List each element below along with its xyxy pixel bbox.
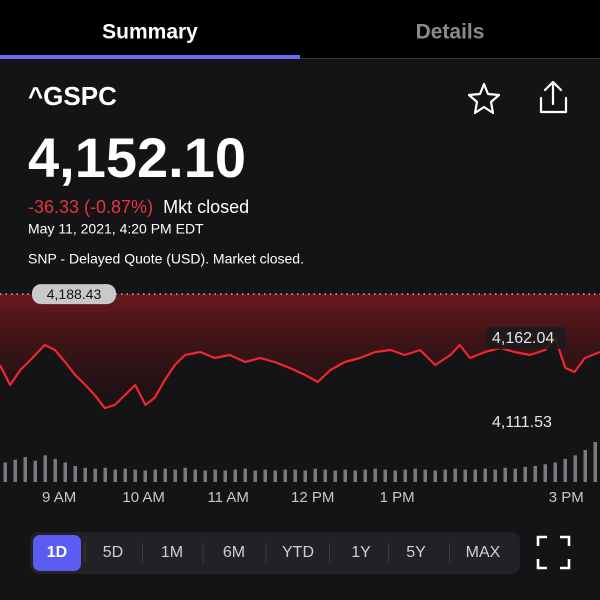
volume-bar xyxy=(93,468,97,482)
volume-bar xyxy=(33,460,37,482)
x-tick-label: 10 AM xyxy=(122,489,165,506)
tab-indicator xyxy=(0,55,300,59)
volume-bar xyxy=(503,467,507,482)
volume-bar xyxy=(133,469,137,482)
volume-bar xyxy=(523,466,527,482)
volume-bar xyxy=(483,468,487,482)
area-fill xyxy=(0,294,600,409)
tab-bar xyxy=(0,0,600,58)
volume-bar xyxy=(223,470,227,482)
volume-bar xyxy=(453,468,457,482)
range-button[interactable]: 6M xyxy=(223,544,245,561)
volume-bar xyxy=(63,462,67,482)
x-tick-label: 12 PM xyxy=(291,489,334,506)
volume-bar xyxy=(73,466,77,482)
price: 4,152.10 xyxy=(28,126,246,189)
tab-label[interactable]: Details xyxy=(416,21,485,44)
volume-bar xyxy=(153,469,157,482)
volume-bar xyxy=(303,470,307,482)
high-label: 4,162.04 xyxy=(492,330,554,347)
volume-bar xyxy=(443,469,447,482)
volume-bar xyxy=(403,469,407,482)
range-button[interactable]: 1D xyxy=(47,544,67,561)
volume-bar xyxy=(473,469,477,482)
range-active-bg xyxy=(33,535,81,571)
volume-bar xyxy=(203,470,207,482)
quote-note: SNP - Delayed Quote (USD). Market closed… xyxy=(28,251,304,267)
range-button[interactable]: MAX xyxy=(466,544,501,561)
volume-bar xyxy=(83,467,87,482)
favorite-icon[interactable] xyxy=(467,82,501,115)
volume-bar xyxy=(193,469,197,482)
symbol: ^GSPC xyxy=(28,81,117,111)
volume-bar xyxy=(53,458,57,482)
volume-bar xyxy=(263,469,267,482)
volume-bar xyxy=(13,459,17,482)
volume-bar xyxy=(423,469,427,482)
range-button[interactable]: YTD xyxy=(282,544,314,561)
volume-bar xyxy=(213,469,217,482)
range-button[interactable]: 1Y xyxy=(351,544,371,561)
volume-bar xyxy=(563,458,567,482)
volume-bar xyxy=(433,470,437,482)
volume-bar xyxy=(413,468,417,482)
volume-bar xyxy=(463,469,467,482)
chart: 4,188.43 4,162.04 4,111.53 9 AM 10 AM 11 AM 12… xyxy=(0,284,600,506)
volume-bar xyxy=(163,468,167,482)
volume-bar xyxy=(103,467,107,482)
volume-bar xyxy=(353,470,357,482)
volume-bar xyxy=(343,469,347,482)
volume-bar xyxy=(493,469,497,482)
change-line: -36.33 (-0.87%) Mkt closed xyxy=(28,197,249,217)
volume-bar xyxy=(23,457,27,482)
volume-bar xyxy=(283,469,287,482)
volume-bar xyxy=(233,469,237,482)
volume-bar xyxy=(373,468,377,482)
volume-bar xyxy=(533,466,537,482)
volume-bar xyxy=(553,462,557,482)
volume-bar xyxy=(143,470,147,482)
volume-bar xyxy=(273,470,277,482)
volume-bar xyxy=(3,462,7,482)
volume-bar xyxy=(243,468,247,482)
volume-bar xyxy=(383,469,387,482)
volume-bar xyxy=(583,450,587,482)
range-button[interactable]: 1M xyxy=(161,544,183,561)
volume-bar xyxy=(333,470,337,482)
volume-bar xyxy=(543,464,547,482)
low-label: 4,111.53 xyxy=(492,414,552,431)
x-tick-label: 11 AM xyxy=(207,489,248,506)
x-tick-label: 1 PM xyxy=(380,489,415,506)
range-bar xyxy=(30,532,520,574)
volume-bar xyxy=(43,455,47,482)
x-tick-label: 9 AM xyxy=(42,489,76,506)
volume-bar xyxy=(393,470,397,482)
previous-close-pill xyxy=(32,284,116,305)
change: -36.33 (-0.87%) xyxy=(28,197,153,217)
market-status: Mkt closed xyxy=(163,197,249,217)
volume-bar xyxy=(293,469,297,482)
volume-bar xyxy=(113,469,117,482)
volume-bar xyxy=(183,467,187,482)
x-tick-label: 3 PM xyxy=(549,489,584,506)
volume-bar xyxy=(363,469,367,482)
high-pill xyxy=(486,326,566,349)
volume-bar xyxy=(123,468,127,482)
volume-bar xyxy=(253,470,257,482)
volume-bar xyxy=(313,468,317,482)
volume-bar xyxy=(173,469,177,482)
volume-bar xyxy=(513,468,517,482)
timestamp: May 11, 2021, 4:20 PM EDT xyxy=(28,221,204,237)
previous-close-label: 4,188.43 xyxy=(47,286,102,302)
tab-label[interactable]: Summary xyxy=(102,21,198,44)
share-icon[interactable] xyxy=(539,80,568,114)
range-button[interactable]: 5Y xyxy=(406,544,426,561)
volume-bar xyxy=(323,469,327,482)
range-button[interactable]: 5D xyxy=(103,544,123,561)
volume-bar xyxy=(573,455,577,482)
volume-bar xyxy=(593,442,597,482)
fullscreen-icon[interactable] xyxy=(536,535,571,570)
